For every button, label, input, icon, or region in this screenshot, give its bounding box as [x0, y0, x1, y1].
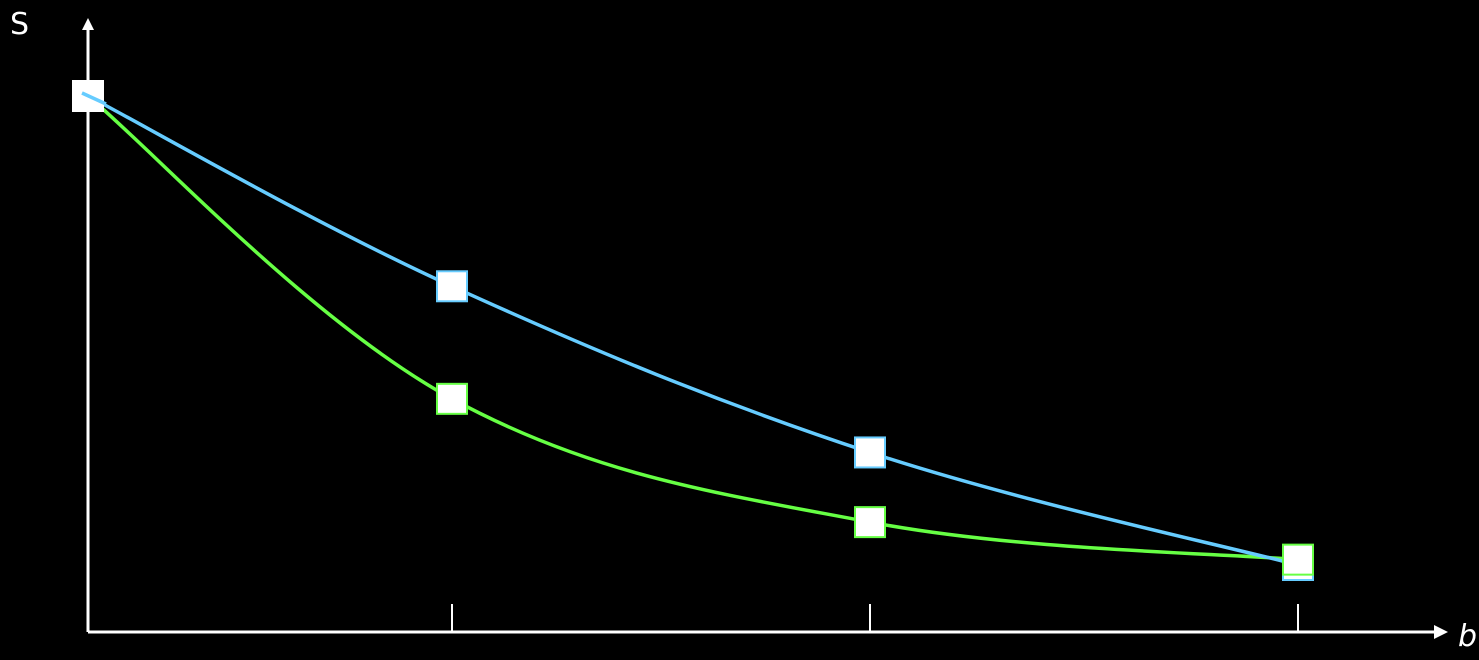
series-1-point: [1282, 543, 1314, 576]
series-1-line: [86, 94, 1300, 562]
series-2-point: [436, 270, 468, 303]
y-axis-label: S: [10, 7, 30, 42]
axes: [82, 18, 1448, 639]
series-2-origin-stroke: [81, 91, 107, 106]
series-1-point: [854, 506, 886, 539]
y-axis-arrow-icon: [82, 18, 94, 30]
x-axis-label: b: [1458, 619, 1478, 654]
series-markers: [72, 80, 1314, 581]
series-2-line: [86, 94, 1300, 567]
series-1-point: [436, 382, 468, 415]
series-lines: [86, 94, 1300, 567]
x-ticks: [451, 604, 1299, 632]
series-2-point: [854, 436, 886, 469]
x-axis-arrow-icon: [1434, 625, 1448, 639]
